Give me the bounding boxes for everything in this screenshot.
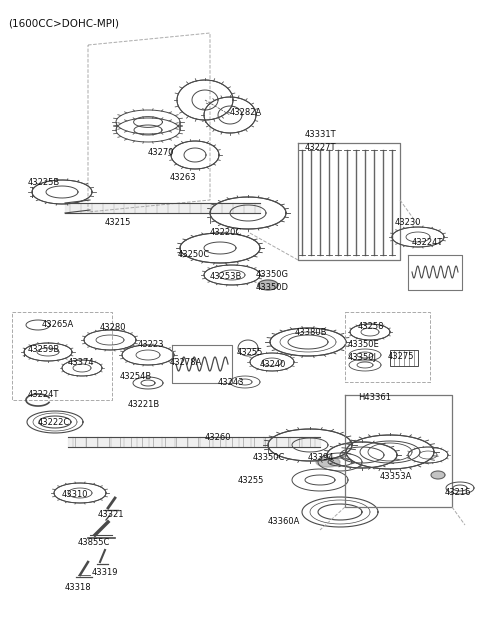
Text: 43260: 43260 [205, 433, 231, 442]
Text: 43278A: 43278A [170, 358, 203, 367]
Text: 43374: 43374 [68, 358, 95, 367]
Text: 43350J: 43350J [348, 353, 377, 362]
Text: 43243: 43243 [218, 378, 244, 387]
Text: 43253B: 43253B [210, 272, 242, 281]
Text: 43360A: 43360A [268, 517, 300, 526]
Text: 43282A: 43282A [230, 108, 262, 117]
Text: 43263: 43263 [170, 173, 197, 182]
Text: 43350D: 43350D [256, 283, 289, 292]
Text: 43227T: 43227T [305, 143, 336, 152]
Text: 43280: 43280 [100, 323, 127, 332]
Text: (1600CC>DOHC-MPI): (1600CC>DOHC-MPI) [8, 18, 119, 28]
Text: 43250C: 43250C [178, 250, 210, 259]
Text: 43240: 43240 [260, 360, 287, 369]
Polygon shape [316, 457, 340, 467]
Text: 43265A: 43265A [42, 320, 74, 329]
Bar [390, 350, 418, 366]
Text: H43361: H43361 [358, 393, 391, 402]
Text: 43380B: 43380B [295, 328, 327, 337]
Text: 43318: 43318 [65, 583, 92, 592]
Text: 43255: 43255 [238, 476, 264, 485]
Text: 43855C: 43855C [78, 538, 110, 547]
Text: 43224T: 43224T [412, 238, 444, 247]
Text: 43310: 43310 [62, 490, 88, 499]
Text: 43220C: 43220C [210, 228, 242, 237]
Text: 43230: 43230 [395, 218, 421, 227]
Text: 43223: 43223 [138, 340, 165, 349]
Text: 43331T: 43331T [305, 130, 336, 139]
Text: 43254B: 43254B [120, 372, 152, 381]
Text: 43255: 43255 [237, 348, 264, 357]
Text: 43224T: 43224T [28, 390, 60, 399]
Text: 43225B: 43225B [28, 178, 60, 187]
Text: 43350C: 43350C [253, 453, 286, 462]
Text: 43319: 43319 [92, 568, 119, 577]
Text: 43258: 43258 [358, 322, 384, 331]
Polygon shape [258, 280, 278, 290]
Polygon shape [431, 471, 445, 479]
Text: 43216: 43216 [445, 488, 471, 497]
Text: 43259B: 43259B [28, 345, 60, 354]
Text: 43350E: 43350E [348, 340, 380, 349]
Text: 43350G: 43350G [256, 270, 289, 279]
Text: 43221B: 43221B [128, 400, 160, 409]
Text: 43215: 43215 [105, 218, 132, 227]
Text: 43270: 43270 [148, 148, 175, 157]
Text: 43394: 43394 [308, 453, 335, 462]
Text: 43222C: 43222C [38, 418, 70, 427]
Text: 43275: 43275 [388, 352, 415, 361]
Text: 43353A: 43353A [380, 472, 412, 481]
Text: 43321: 43321 [98, 510, 124, 519]
